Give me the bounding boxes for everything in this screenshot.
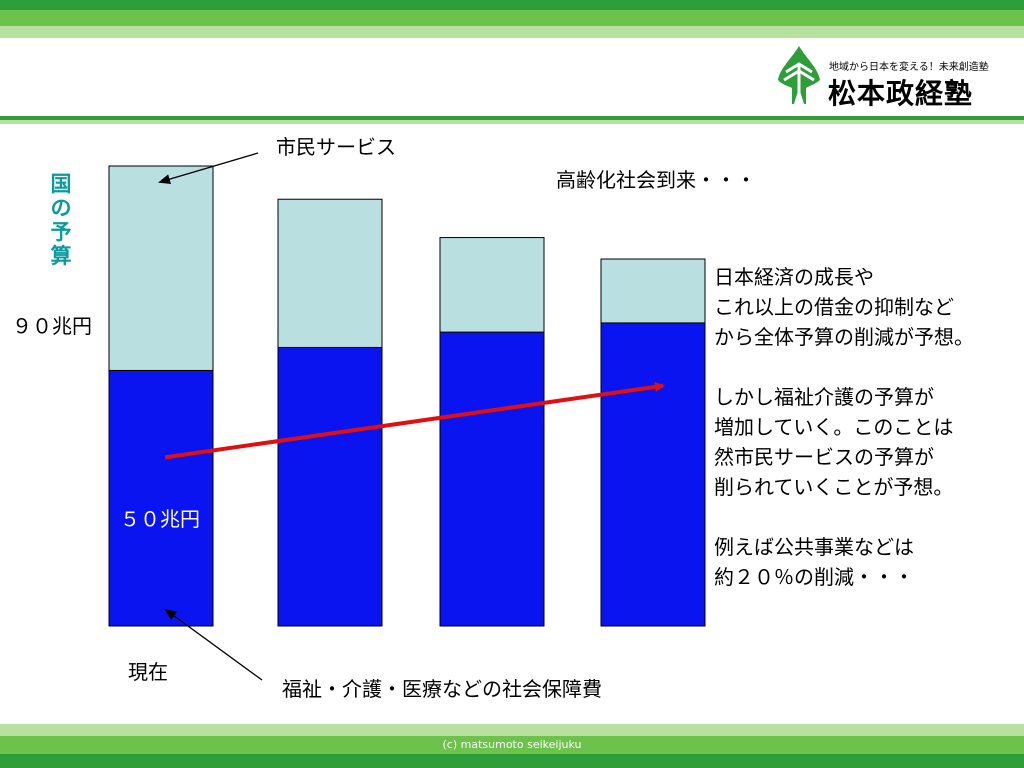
welfare-callout-label: 福祉・介護・医療などの社会保障費 [282,677,602,701]
aging-note: 高齢化社会到来・・・ [556,168,756,192]
explanation-line: 日本経済の成長や [714,265,874,289]
welfare-callout-line [164,608,263,681]
explanation-line: 例えば公共事業などは [714,535,914,559]
explanation-line: 増加していく。このことは [714,415,954,439]
divider-band-light [0,120,1024,124]
explanation-gap [714,352,974,382]
copyright: (c) matsumoto seikeijuku [442,738,582,751]
explanation-line: しかし福祉介護の予算が [714,385,934,409]
bottom-band-mid [0,736,1024,754]
civic-service-bar-segment [277,198,383,348]
explanation-line: これ以上の借金の抑制など [714,295,954,319]
logo-name: 松本政経塾 [828,77,974,110]
top-band-dark [0,0,1024,10]
trend-arrow [164,381,665,460]
x-tick-current: 現在 [128,660,168,684]
bottom-band-light [0,724,1024,736]
total-label: ９０兆円 [12,314,92,338]
explanation-line: 削られていくことが予想。 [714,475,954,499]
civic-service-bar-segment [439,237,545,333]
logo-tagline: 地域から日本を変える！未来創造塾 [829,62,989,73]
y-axis-label: 国の予算 [46,172,76,268]
y-axis-label-char: 算 [50,244,72,268]
explanation-line: 然市民サービスの予算が [714,445,934,469]
top-band-mid [0,10,1024,26]
welfare-bar-segment [439,331,545,627]
explanation-gap [714,502,974,532]
y-axis-label-char: 予 [50,220,72,244]
civic-callout-label: 市民サービス [276,135,396,159]
explanation-line: 約２０％の削減・・・ [714,565,914,589]
explanation-line: から全体予算の削減が予想。 [714,325,974,349]
explanation-text: 日本経済の成長やこれ以上の借金の抑制など から全体予算の削減が予想。 しかし福祉介護… [714,262,974,592]
pine-tree-icon [778,46,820,104]
welfare-value-label: ５０兆円 [120,507,200,531]
welfare-bar-segment [108,369,214,627]
civic-callout-line [158,152,259,184]
top-band-light [0,26,1024,38]
civic-service-bar-segment [600,258,706,324]
y-axis-label-char: の [50,196,72,220]
welfare-bar-segment [600,322,706,627]
y-axis-label-char: 国 [50,172,72,196]
divider-band-dark [0,116,1024,120]
civic-service-bar-segment [108,165,214,371]
welfare-bar-segment [277,346,383,627]
logo: 地域から日本を変える！未来創造塾 松本政経塾 [776,44,1006,110]
bottom-band-dark [0,754,1024,768]
